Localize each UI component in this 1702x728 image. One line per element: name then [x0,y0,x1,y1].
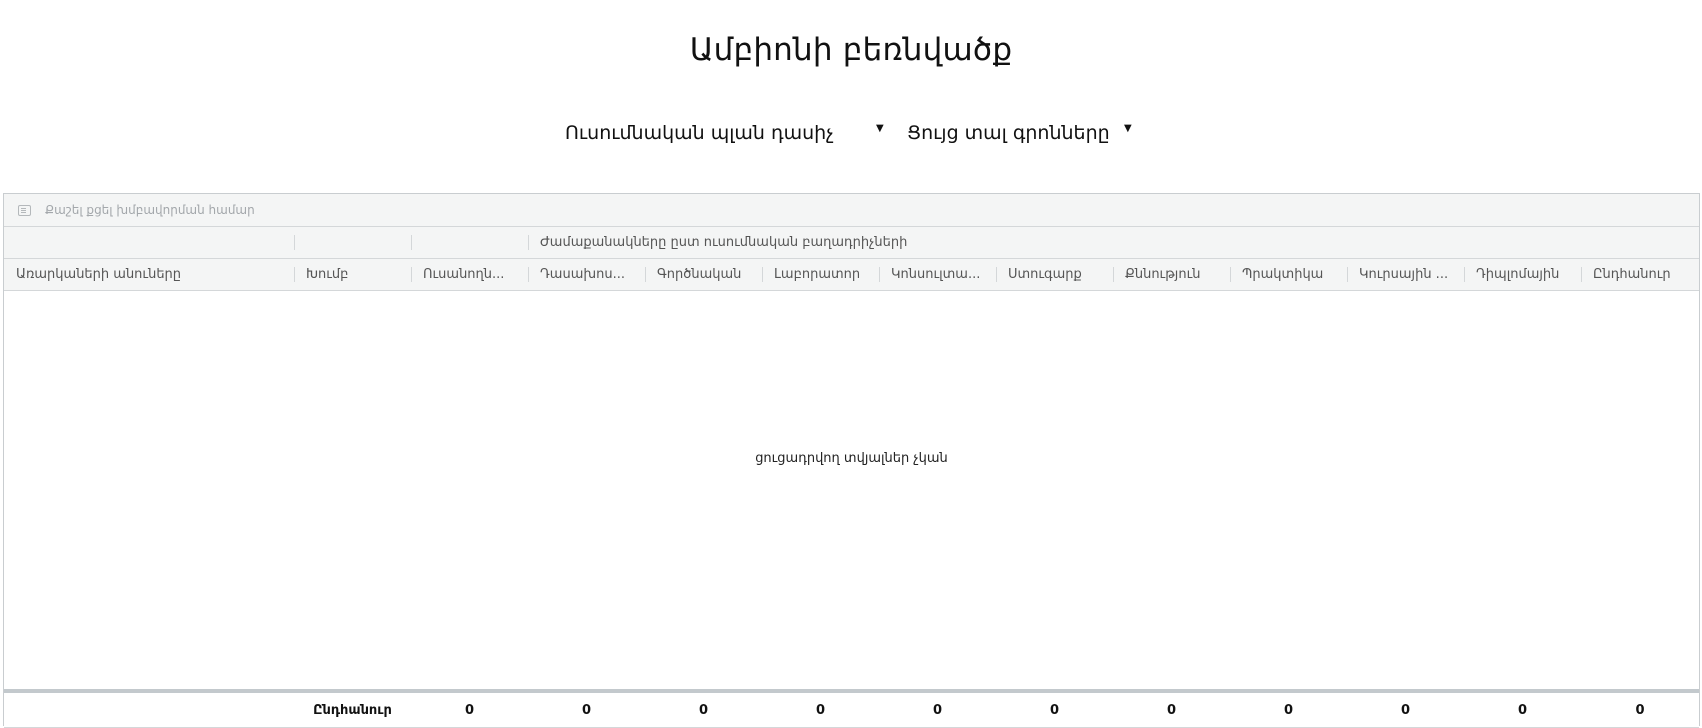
column-header-label: Լաբորատոր [774,267,861,282]
group-panel-hint: Քաշել քցել խմբավորման համար [45,203,255,217]
column-header[interactable]: Ստուգարք [996,259,1113,290]
band-header[interactable]: Ժամաքանակները ըստ ուսումնական բաղադրիչնե… [528,227,1699,258]
caret-down-icon: ▼ [1124,122,1132,134]
footer-total-cell: 0 [1517,702,1528,718]
group-panel-icon [18,204,31,216]
column-header-label: Խումբ [306,267,349,282]
footer-label: Ընդհանուր [313,702,392,718]
column-header[interactable]: Ուսանողն... [411,259,528,290]
column-header[interactable]: Առարկաների անուները [4,259,294,290]
column-header[interactable]: Կուրսային ... [1347,259,1464,290]
column-header-label: Կուրսային ... [1359,267,1449,282]
column-header-label: Ուսանողն... [423,267,505,282]
show-credits-dropdown[interactable]: Ցույց տալ գրոնները ▼ [907,122,1132,144]
footer-total-cell: 0 [932,702,943,718]
column-header[interactable]: Պրակտիկա [1230,259,1347,290]
column-header-label: Դիպլոմային [1476,267,1560,282]
page-title: Ամբիոնի բեռնվածք [689,32,1013,68]
footer-total-cell: 0 [581,702,592,718]
column-header[interactable]: Գործնական [645,259,762,290]
column-header-label: Պրակտիկա [1242,267,1324,282]
curriculum-dropdown-value: Ուսումնական պլան դասիչ [565,122,834,144]
band-empty-1 [4,227,294,258]
column-header[interactable]: Լաբորատոր [762,259,879,290]
caret-down-icon: ▼ [876,122,884,134]
column-header[interactable]: Դիպլոմային [1464,259,1581,290]
column-header-label: Դասախոս... [540,267,625,282]
column-header-label: Ընդհանուր [1593,267,1671,282]
group-panel[interactable]: Քաշել քցել խմբավորման համար [4,194,1699,227]
column-header-label: Ստուգարք [1008,267,1082,282]
no-data-message: ցուցադրվող տվյալներ չկան [755,451,948,466]
footer-total-cell: 0 [698,702,709,718]
column-header[interactable]: Քննություն [1113,259,1230,290]
footer-total-cell: 0 [1166,702,1177,718]
footer-total-cell: 0 [1283,702,1294,718]
footer-total-cell: 0 [1400,702,1411,718]
column-header-label: Առարկաների անուները [16,267,182,282]
totals-footer-row: Ընդհանուր 0 0 0 0 0 0 0 0 0 0 0 [4,693,1699,728]
column-header-label: Քննություն [1125,267,1201,282]
grid-body: ցուցադրվող տվյալներ չկան [4,291,1699,693]
column-header-row: Առարկաների անուները Խումբ Ուսանողն... Դասախ… [4,259,1699,291]
band-empty-3 [411,227,528,258]
footer-total-cell: 0 [1049,702,1060,718]
curriculum-dropdown[interactable]: Ուսումնական պլան դասիչ ▼ [565,122,884,144]
show-credits-dropdown-value: Ցույց տալ գրոնները [907,122,1110,144]
column-header[interactable]: Դասախոս... [528,259,645,290]
column-header[interactable]: Խումբ [294,259,411,290]
band-empty-2 [294,227,411,258]
footer-total-cell: 0 [1635,702,1645,718]
column-header[interactable]: Ընդհանուր [1581,259,1699,290]
column-header[interactable]: Կոնսուլտա... [879,259,996,290]
column-header-label: Կոնսուլտա... [891,267,981,282]
footer-total-cell: 0 [815,702,826,718]
column-header-label: Գործնական [657,267,742,282]
footer-total-cell: 0 [464,702,475,718]
band-header-row: Ժամաքանակները ըստ ուսումնական բաղադրիչնե… [4,227,1699,259]
workload-grid: Քաշել քցել խմբավորման համար Ժամաքանակներ… [3,193,1700,728]
